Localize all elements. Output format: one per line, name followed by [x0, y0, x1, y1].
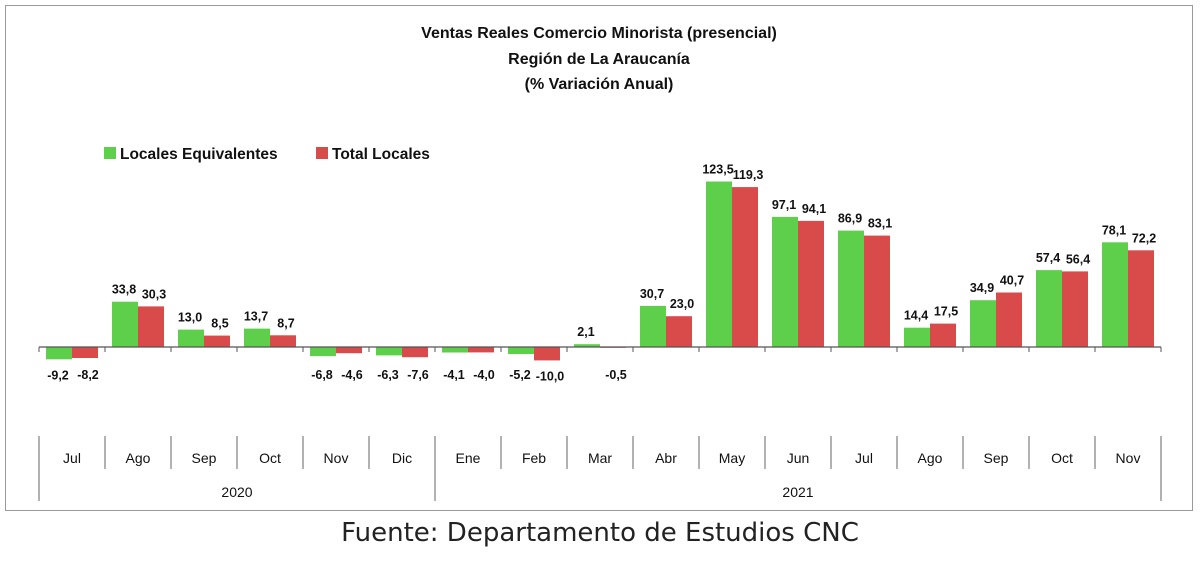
data-label: 33,8: [112, 283, 136, 297]
data-label: 40,7: [1000, 274, 1024, 288]
data-label: 94,1: [802, 202, 826, 216]
data-label: 123,5: [702, 163, 733, 177]
chart-svg: Ventas Reales Comercio Minorista (presen…: [38, 25, 1162, 501]
bar: [996, 292, 1022, 347]
data-label: 13,7: [244, 310, 268, 324]
data-label: -4,0: [473, 368, 495, 382]
source-note: Fuente: Departamento de Estudios CNC: [341, 518, 859, 548]
bar: [442, 347, 468, 353]
data-label: 97,1: [772, 198, 796, 212]
bar: [666, 316, 692, 347]
bar: [534, 347, 560, 361]
bar: [508, 347, 534, 354]
data-label: -7,6: [407, 368, 429, 382]
data-label: 8,7: [277, 316, 294, 330]
data-label: 17,5: [934, 305, 958, 319]
data-label: -0,5: [605, 368, 627, 382]
category-tick-label: Ene: [456, 450, 481, 466]
bar: [178, 329, 204, 347]
category-tick-label: Jul: [63, 450, 81, 466]
category-tick-label: Sep: [984, 450, 1009, 466]
data-label: 83,1: [868, 217, 892, 231]
data-label: 14,4: [904, 309, 928, 323]
year-label: 2020: [221, 484, 252, 500]
data-label: -6,8: [311, 368, 333, 382]
bar: [706, 181, 732, 347]
category-tick-label: Jul: [855, 450, 873, 466]
category-tick-label: Abr: [655, 450, 677, 466]
bar: [1062, 271, 1088, 347]
category-tick-label: May: [719, 450, 745, 466]
category-tick-label: Nov: [324, 450, 349, 466]
bar: [270, 335, 296, 347]
data-label: -9,2: [47, 368, 69, 382]
chart-title: Ventas Reales Comercio Minorista (presen…: [421, 25, 777, 42]
bar: [1036, 270, 1062, 347]
legend-label-total-locales: Total Locales: [332, 146, 430, 163]
bar: [640, 305, 666, 347]
data-label: -5,2: [509, 368, 531, 382]
bar: [574, 344, 600, 347]
bar: [72, 347, 98, 358]
bar: [904, 327, 930, 347]
category-tick-label: Ago: [126, 450, 151, 466]
data-label: 119,3: [733, 168, 764, 182]
category-tick-label: Ago: [918, 450, 943, 466]
category-tick-label: Nov: [1116, 450, 1141, 466]
data-label: -10,0: [536, 369, 565, 383]
data-label: 34,9: [970, 281, 994, 295]
data-label: 8,5: [211, 317, 228, 331]
bar: [138, 306, 164, 347]
bar: [838, 230, 864, 347]
data-label: 78,1: [1102, 223, 1126, 237]
data-label: 30,3: [142, 287, 166, 301]
bar: [970, 300, 996, 347]
category-tick-label: Dic: [392, 450, 412, 466]
category-tick-label: Feb: [522, 450, 546, 466]
bar: [864, 235, 890, 347]
bar: [798, 220, 824, 347]
bar: [1102, 242, 1128, 347]
category-tick-label: Oct: [1051, 450, 1073, 466]
bar: [732, 187, 758, 347]
data-label: 57,4: [1036, 251, 1060, 265]
legend-swatch-locales-equivalentes: [104, 147, 116, 159]
data-label: -4,6: [341, 368, 363, 382]
data-label: 2,1: [577, 325, 594, 339]
bar: [376, 347, 402, 356]
chart-frame: Ventas Reales Comercio Minorista (presen…: [5, 5, 1193, 511]
year-label: 2021: [782, 484, 813, 500]
data-label: 72,2: [1132, 231, 1156, 245]
category-tick-label: Sep: [192, 450, 217, 466]
data-label: 13,0: [178, 311, 202, 325]
bar: [336, 347, 362, 354]
bar: [772, 216, 798, 347]
chart-subtitle: Región de La Araucanía: [508, 51, 690, 68]
category-tick-label: Oct: [259, 450, 281, 466]
category-tick-label: Jun: [787, 450, 810, 466]
bar: [310, 347, 336, 357]
data-label: 86,9: [838, 212, 862, 226]
bar: [112, 301, 138, 347]
legend-swatch-total-locales: [316, 147, 328, 159]
data-label: 56,4: [1066, 252, 1090, 266]
bar: [244, 328, 270, 347]
data-label: 30,7: [640, 287, 664, 301]
bar: [46, 347, 72, 360]
bar: [402, 347, 428, 358]
data-label: -6,3: [377, 368, 399, 382]
legend-label-locales-equivalentes: Locales Equivalentes: [120, 146, 278, 163]
plot-area: -9,2 33,8 13,0 13,7 -6,8 -6,3 -4,1 -5,2 2,1 30,7 1…: [38, 163, 1162, 501]
data-label: -8,2: [77, 368, 99, 382]
bar: [204, 335, 230, 347]
bar: [468, 347, 494, 353]
data-label: -4,1: [443, 368, 465, 382]
category-tick-label: Mar: [588, 450, 612, 466]
bar: [930, 323, 956, 348]
bar: [1128, 250, 1154, 347]
data-label: 23,0: [670, 297, 694, 311]
chart-subtitle-units: (% Variación Anual): [525, 76, 674, 93]
legend: Locales Equivalentes Total Locales: [104, 146, 430, 163]
